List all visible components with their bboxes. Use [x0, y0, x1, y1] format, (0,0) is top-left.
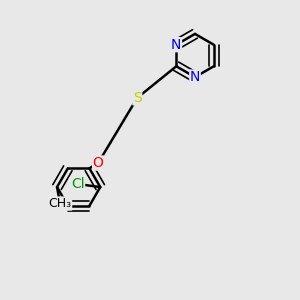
Text: Cl: Cl: [71, 177, 85, 191]
Text: S: S: [133, 91, 142, 105]
Text: N: N: [171, 38, 181, 52]
Text: N: N: [190, 70, 200, 84]
Text: CH₃: CH₃: [49, 197, 72, 210]
Text: O: O: [93, 156, 104, 170]
